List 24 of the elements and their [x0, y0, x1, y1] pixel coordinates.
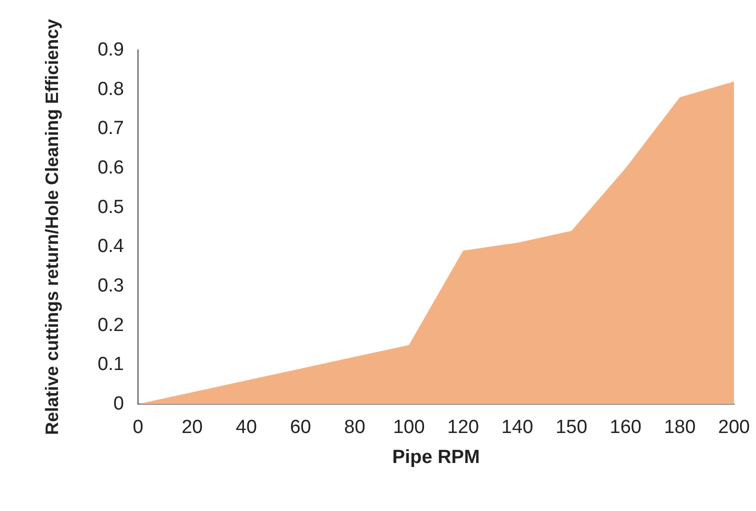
x-axis-title: Pipe RPM	[392, 447, 480, 468]
y-tick-label: 0.6	[98, 158, 124, 178]
y-tick-label: 0.8	[98, 78, 124, 100]
x-tick-label: 40	[236, 417, 257, 438]
x-tick-label: 140	[501, 417, 534, 438]
x-tick-label: 180	[664, 417, 696, 438]
y-tick-label: 0.9	[98, 40, 124, 60]
x-tick-label: 120	[447, 417, 479, 438]
y-tick-label: 0.2	[98, 314, 124, 336]
x-tick-label: 20	[182, 417, 203, 438]
y-tick-label: 0.5	[98, 196, 124, 218]
y-tick-label: 0.4	[98, 236, 124, 258]
x-tick-label: 100	[393, 417, 425, 438]
y-axis-title: Relative cuttings return/Hole Cleaning Efficiency	[42, 18, 62, 436]
x-tick-label: 160	[610, 417, 642, 438]
y-tick-label: 0	[113, 394, 124, 414]
y-tick-label: 0.1	[98, 354, 124, 376]
x-tick-label: 0	[132, 417, 144, 438]
y-tick-label: 0.3	[98, 276, 124, 296]
y-tick-label: 0.7	[98, 118, 124, 140]
x-tick-label: 80	[344, 417, 366, 438]
x-tick-label: 200	[718, 417, 750, 438]
x-tick-label: 60	[290, 417, 312, 438]
x-tick-label: 150	[556, 417, 588, 438]
